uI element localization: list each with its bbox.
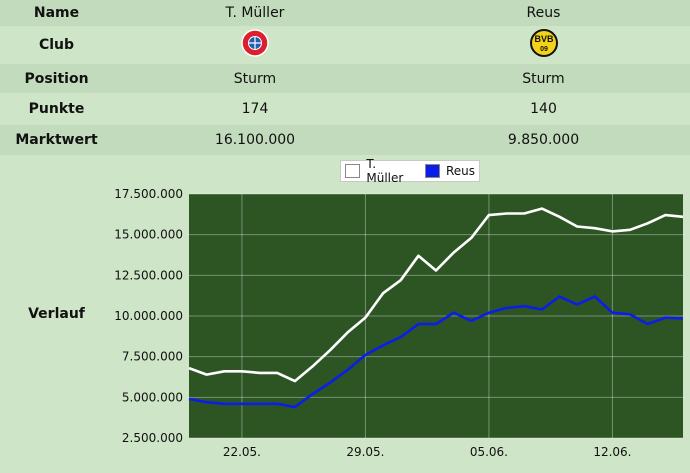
- player1-position: Sturm: [233, 70, 277, 87]
- label-club: Club: [38, 37, 75, 53]
- legend-label-reus[interactable]: Reus: [445, 164, 476, 178]
- player2-name[interactable]: Reus: [526, 5, 561, 21]
- chart-legend: T. Müller Reus: [340, 157, 480, 185]
- label-name: Name: [33, 5, 80, 21]
- row-verlauf: Verlauf: [0, 155, 690, 473]
- svg-text:09: 09: [540, 46, 548, 53]
- player2-marktwert: 9.850.000: [507, 132, 580, 148]
- row-punkte: Punkte 174 140: [0, 93, 690, 125]
- label-marktwert: Marktwert: [15, 132, 98, 148]
- player1-punkte: 174: [241, 101, 269, 117]
- fc-bayern-logo-icon[interactable]: [241, 29, 269, 57]
- label-punkte: Punkte: [28, 101, 85, 117]
- label-position: Position: [24, 70, 89, 87]
- player1-marktwert: 16.100.000: [214, 132, 296, 148]
- row-club: Club BVB 09: [0, 26, 690, 64]
- legend-swatch-mueller[interactable]: [345, 164, 361, 178]
- legend-label-mueller[interactable]: T. Müller: [366, 157, 404, 185]
- player1-name[interactable]: T. Müller: [225, 5, 285, 21]
- svg-text:BVB: BVB: [534, 34, 554, 44]
- player2-punkte: 140: [530, 101, 557, 117]
- row-name: Name T. Müller Reus: [0, 0, 690, 26]
- row-position: Position Sturm Sturm: [0, 64, 690, 93]
- row-marktwert: Marktwert 16.100.000 9.850.000: [0, 125, 690, 155]
- legend-swatch-reus[interactable]: [424, 164, 440, 178]
- label-verlauf: Verlauf: [28, 306, 85, 322]
- bvb-09-logo-icon[interactable]: BVB 09: [529, 29, 558, 57]
- player2-position: Sturm: [522, 70, 565, 87]
